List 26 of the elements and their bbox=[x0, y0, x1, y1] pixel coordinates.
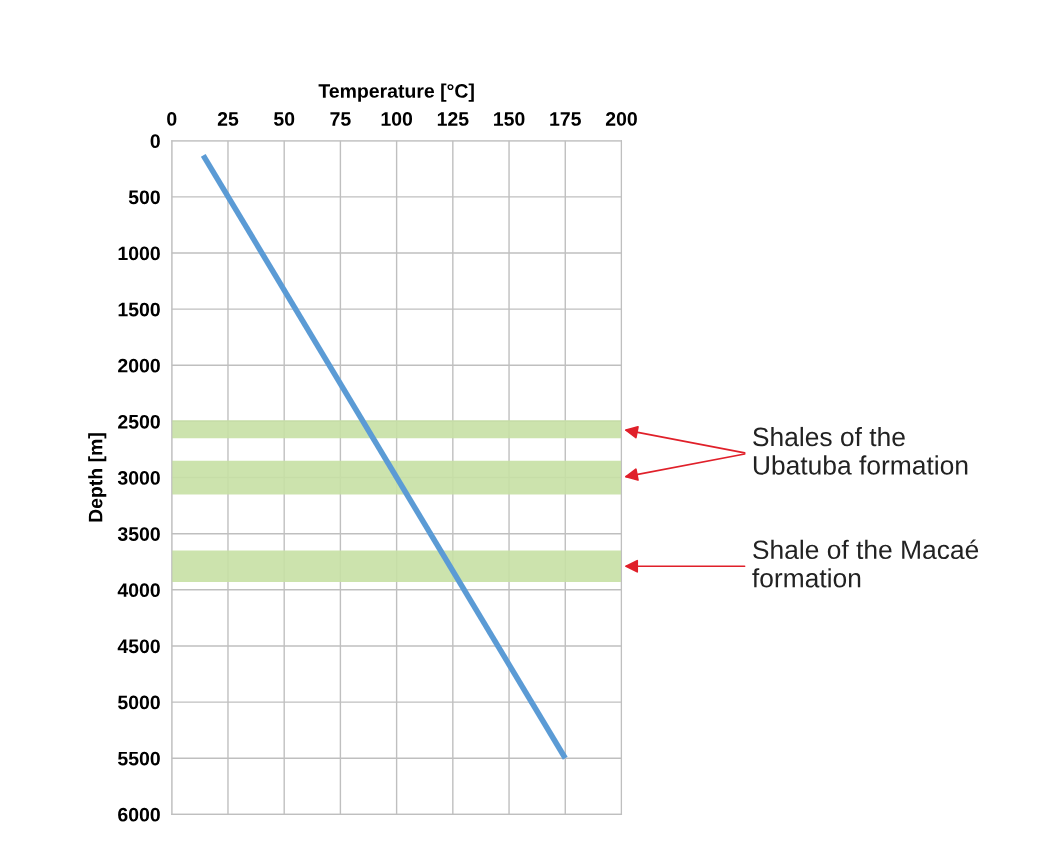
y-tick-label: 4000 bbox=[117, 583, 160, 598]
x-tick-label: 200 bbox=[605, 112, 637, 126]
y-tick-label: 6000 bbox=[118, 807, 160, 822]
x-tick-label: 100 bbox=[381, 112, 413, 126]
y-tick-label: 5500 bbox=[118, 751, 160, 766]
y-tick-label: 5000 bbox=[118, 695, 160, 710]
x-tick-label: 0 bbox=[167, 112, 177, 126]
x-tick-label: 125 bbox=[437, 112, 469, 126]
x-tick-label: 75 bbox=[330, 112, 351, 126]
annotation: Shales of the Ubatuba formation bbox=[753, 426, 968, 475]
y-axis-title: Depth [m] bbox=[88, 433, 107, 522]
y-tick-label: 1500 bbox=[118, 302, 160, 317]
x-tick-label: 25 bbox=[217, 112, 239, 126]
y-tick-label: 3000 bbox=[117, 471, 160, 485]
y-tick-label: 0 bbox=[150, 134, 160, 149]
x-tick-label: 150 bbox=[494, 112, 525, 126]
y-tick-label: 2500 bbox=[118, 414, 160, 429]
y-tick-label: 3500 bbox=[117, 527, 160, 541]
y-tick-label: 500 bbox=[128, 190, 160, 205]
y-tick-label: 1000 bbox=[118, 246, 160, 261]
y-tick-label: 2000 bbox=[118, 358, 160, 373]
x-tick-label: 175 bbox=[550, 112, 581, 126]
x-tick-label: 50 bbox=[273, 112, 295, 126]
annotation: Shale of the Macaé formation bbox=[752, 539, 979, 588]
y-tick-label: 4500 bbox=[117, 639, 160, 654]
x-axis-title: Temperature [°C] bbox=[318, 83, 474, 102]
